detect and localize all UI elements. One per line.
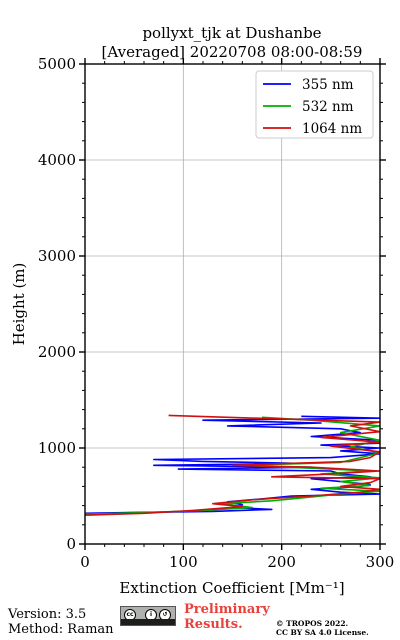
copyright-line-2: CC BY SA 4.0 License.: [276, 628, 369, 637]
x-tick-label: 300: [366, 553, 395, 571]
y-axis-label: Height (m): [10, 263, 28, 346]
preliminary-line-2: Results.: [184, 617, 243, 632]
copyright-line-1: © TROPOS 2022.: [276, 619, 349, 628]
x-tick-label: 0: [80, 553, 90, 571]
badge-strip: [121, 619, 175, 625]
x-tick-label: 100: [169, 553, 198, 571]
y-tick-label: 2000: [38, 343, 76, 361]
y-tick-label: 1000: [38, 439, 76, 457]
plot-frame: [84, 63, 381, 545]
y-tick-label: 3000: [38, 247, 76, 265]
series-layer: [85, 414, 380, 516]
preliminary-line-1: Preliminary: [184, 602, 270, 617]
chart-title: pollyxt_tjk at Dushanbe: [142, 24, 321, 42]
series-line-1064-nm: [85, 414, 380, 516]
y-tick-label: 0: [66, 535, 76, 553]
x-tick-label: 200: [267, 553, 296, 571]
legend-box: [255, 70, 374, 139]
legend-label: 1064 nm: [302, 121, 362, 137]
y-tick-label: 5000: [38, 55, 76, 73]
version-text: Version: 3.5: [8, 607, 87, 622]
x-axis-label: Extinction Coefficient [Mm⁻¹]: [119, 579, 344, 597]
chart-subtitle: [Averaged] 20220708 08:00-08:59: [102, 43, 363, 61]
method-text: Method: Raman: [8, 622, 114, 637]
y-tick-label: 4000: [38, 151, 76, 169]
legend: 355 nm 532 nm 1064 nm: [255, 70, 374, 139]
legend-label: 355 nm: [302, 77, 354, 93]
copyright-note: © TROPOS 2022. CC BY SA 4.0 License.: [276, 619, 369, 637]
preliminary-results-note: Preliminary Results.: [184, 602, 270, 632]
legend-label: 532 nm: [302, 99, 354, 115]
cc-license-badge: cc i ↺: [120, 606, 176, 626]
